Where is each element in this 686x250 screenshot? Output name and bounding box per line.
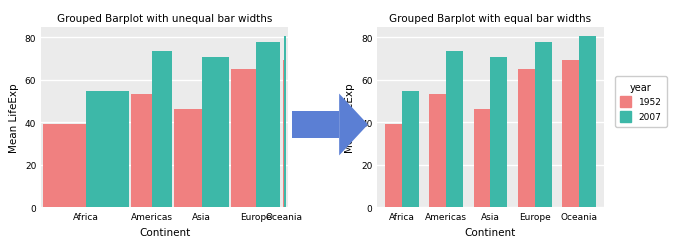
Bar [490,58,508,208]
Y-axis label: Mean LifeExp: Mean LifeExp [345,83,355,152]
X-axis label: Continent: Continent [139,227,190,237]
Bar [43,125,86,208]
Bar [518,70,535,207]
Bar [231,70,256,207]
Title: Grouped Barplot with unequal bar widths: Grouped Barplot with unequal bar widths [57,14,272,24]
Bar [202,58,228,208]
Bar [446,52,463,208]
Bar [174,110,202,208]
Polygon shape [292,112,339,138]
Bar [429,95,446,208]
Bar [402,92,418,208]
Y-axis label: Mean LifeExp: Mean LifeExp [9,83,19,152]
Bar [86,92,129,208]
Polygon shape [339,94,368,156]
Bar [579,36,596,207]
X-axis label: Continent: Continent [465,227,516,237]
Title: Grouped Barplot with equal bar widths: Grouped Barplot with equal bar widths [390,14,591,24]
Bar [284,36,286,207]
Bar [152,52,172,208]
Legend: 1952, 2007: 1952, 2007 [615,77,667,128]
Bar [283,61,284,208]
Bar [131,95,152,208]
Bar [385,125,402,208]
Bar [563,61,579,208]
Bar [473,110,490,208]
Bar [535,43,552,208]
Bar [256,43,280,208]
